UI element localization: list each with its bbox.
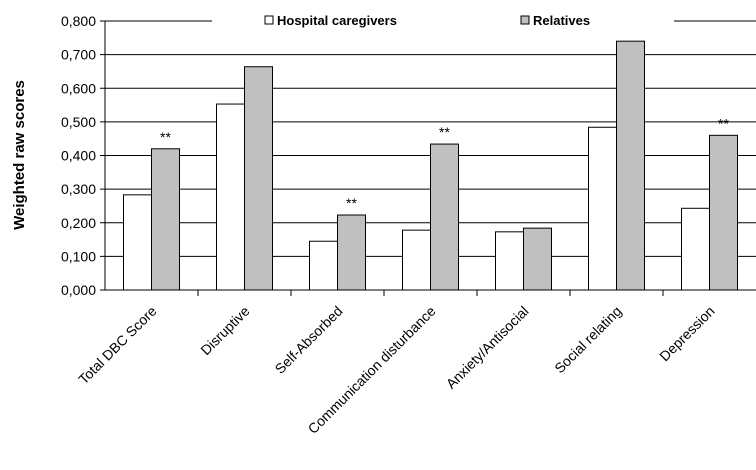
bar-relatives: [151, 148, 180, 291]
bar-hospital-caregivers: [588, 126, 617, 291]
legend-swatch-relatives: [520, 15, 530, 25]
y-tick-label: 0,100: [61, 248, 96, 264]
bar-hospital-caregivers: [402, 229, 431, 291]
legend-swatch-hospital-caregivers: [264, 15, 274, 25]
significance-annotation: **: [160, 129, 171, 145]
bar-relatives: [430, 143, 459, 291]
bar-hospital-caregivers: [123, 194, 152, 291]
y-tick-label: 0,400: [61, 148, 96, 164]
y-tick-label: 0,300: [61, 181, 96, 197]
bar-relatives: [244, 66, 273, 291]
x-tick-label: Social relating: [551, 303, 624, 376]
legend-label-hospital-caregivers: Hospital caregivers: [277, 13, 397, 28]
legend: Hospital caregivers Relatives: [212, 11, 674, 31]
legend-label-relatives: Relatives: [533, 13, 590, 28]
y-tick-label: 0,800: [61, 13, 96, 29]
bar-hospital-caregivers: [681, 207, 710, 291]
x-tick-label: Depression: [656, 303, 717, 364]
significance-annotation: **: [718, 115, 729, 131]
bar-relatives: [616, 40, 645, 291]
x-tick-label: Anxiety/Antisocial: [443, 303, 532, 392]
bar-hospital-caregivers: [495, 231, 524, 291]
significance-annotation: **: [439, 124, 450, 140]
bar-hospital-caregivers: [216, 103, 245, 291]
x-tick-label: Disruptive: [197, 303, 252, 358]
bar-relatives: [337, 214, 366, 291]
y-tick-label: 0,000: [61, 282, 96, 298]
bar-relatives: [709, 134, 738, 291]
y-tick-label: 0,600: [61, 80, 96, 96]
legend-background: [212, 11, 674, 31]
bars: [123, 40, 738, 291]
bar-relatives: [523, 227, 552, 291]
y-tick-label: 0,200: [61, 215, 96, 231]
axes: [100, 20, 756, 296]
y-tick-label: 0,700: [61, 47, 96, 63]
x-tick-label: Self-Absorbed: [272, 303, 346, 377]
y-tick-label: 0,500: [61, 114, 96, 130]
x-tick-label: Total DBC Score: [75, 303, 160, 388]
bar-hospital-caregivers: [309, 240, 338, 291]
significance-annotation: **: [346, 195, 357, 211]
y-axis-label: Weighted raw scores: [11, 80, 28, 230]
